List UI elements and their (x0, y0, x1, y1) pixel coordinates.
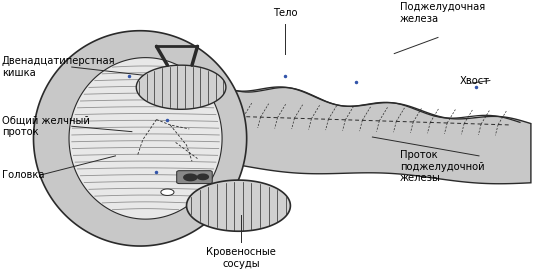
Text: Хвост: Хвост (460, 76, 490, 86)
Text: Общий желчный
проток: Общий желчный проток (2, 116, 90, 137)
Text: Головка: Головка (2, 170, 44, 180)
Text: Двенадцатиперстная
кишка: Двенадцатиперстная кишка (2, 56, 116, 78)
Polygon shape (136, 65, 226, 109)
Text: Поджелудочная
железа: Поджелудочная железа (399, 2, 485, 24)
Polygon shape (69, 58, 222, 219)
Polygon shape (161, 189, 174, 196)
Polygon shape (197, 174, 208, 180)
Text: Кровеносные
сосуды: Кровеносные сосуды (206, 247, 276, 269)
Text: Проток
поджелудочной
железы: Проток поджелудочной железы (399, 150, 484, 183)
Polygon shape (33, 31, 247, 246)
FancyBboxPatch shape (176, 171, 212, 184)
Polygon shape (154, 64, 531, 184)
Text: Тело: Тело (273, 8, 297, 18)
Polygon shape (184, 174, 197, 181)
Polygon shape (186, 180, 290, 231)
